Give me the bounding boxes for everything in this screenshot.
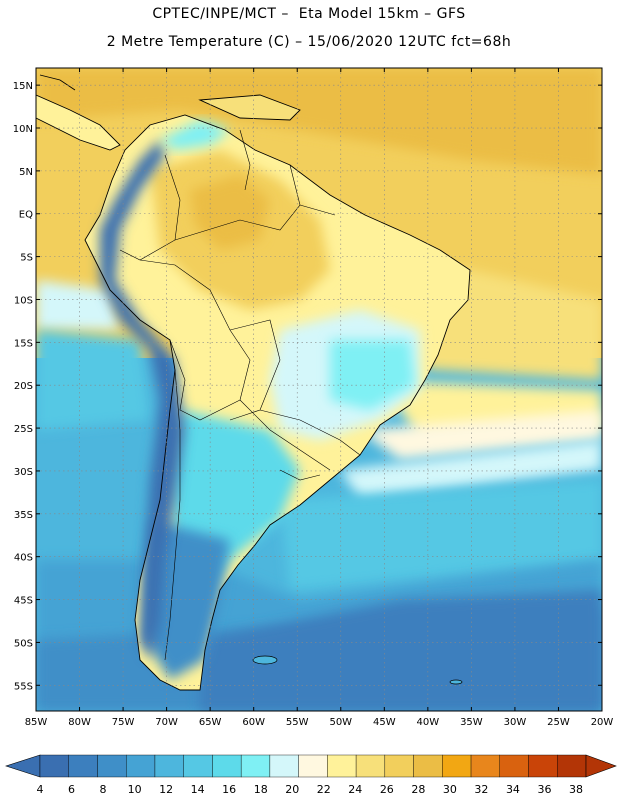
map-frame xyxy=(35,67,603,712)
coastlines xyxy=(36,74,471,691)
colorbar-label: 22 xyxy=(317,783,331,796)
colorbar-label: 26 xyxy=(380,783,394,796)
lat-tick-label: 30S xyxy=(14,467,33,478)
lon-tick-label: 55W xyxy=(286,717,309,728)
lon-tick-label: 60W xyxy=(242,717,265,728)
colorbar-swatch xyxy=(327,754,357,778)
colorbar-label: 28 xyxy=(411,783,425,796)
colorbar-swatch xyxy=(298,754,328,778)
colorbar-label: 34 xyxy=(506,783,520,796)
colorbar-swatch xyxy=(442,754,472,778)
lon-tick-label: 80W xyxy=(68,717,91,728)
lat-tick-label: 5N xyxy=(19,167,33,178)
lat-tick-label: 15S xyxy=(14,338,33,349)
colorbar-swatch xyxy=(384,754,414,778)
colorbar-label: 4 xyxy=(37,783,44,796)
colorbar-max-arrow xyxy=(585,754,617,778)
map-title: CPTEC/INPE/MCT – Eta Model 15km – GFS xyxy=(152,6,466,22)
colorbar-label: 16 xyxy=(222,783,236,796)
colorbar-label: 20 xyxy=(285,783,299,796)
lon-tick-label: 40W xyxy=(417,717,440,728)
colorbar-swatch xyxy=(557,754,587,778)
lat-tick-label: EQ xyxy=(19,210,33,221)
colorbar-swatch xyxy=(183,754,213,778)
colorbar-swatch xyxy=(154,754,184,778)
colorbar-label: 6 xyxy=(68,783,75,796)
lat-tick-label: 35S xyxy=(14,510,33,521)
lat-tick-label: 55S xyxy=(14,681,33,692)
lat-tick-label: 40S xyxy=(14,553,33,564)
colorbar-swatch xyxy=(355,754,386,778)
lat-tick-label: 5S xyxy=(20,253,33,264)
colorbar-swatch xyxy=(240,754,271,778)
colorbar-label: 30 xyxy=(443,783,457,796)
colorbar-min-arrow xyxy=(5,754,41,778)
map-subtitle: 2 Metre Temperature (C) – 15/06/2020 12U… xyxy=(106,34,512,50)
lat-tick-label: 10S xyxy=(14,295,33,306)
lon-tick-label: 70W xyxy=(155,717,178,728)
colorbar-label: 38 xyxy=(569,783,583,796)
colorbar: 4 6 8 10 12 14 16 18 20 22 24 26 28 30 32 34 36 38 xyxy=(5,754,617,796)
lon-tick-label: 20W xyxy=(591,717,614,728)
colorbar-swatch xyxy=(39,754,69,778)
lon-tick-label: 65W xyxy=(199,717,222,728)
colorbar-label: 24 xyxy=(348,783,362,796)
latitude-ticks: 15N 10N 5N EQ 5S 10S 15S 20S 25S 30S 35S 40S 45S 50S 5… xyxy=(13,81,602,692)
lon-tick-label: 30W xyxy=(504,717,527,728)
colorbar-swatch xyxy=(528,754,558,778)
colorbar-label: 36 xyxy=(537,783,551,796)
colorbar-label: 18 xyxy=(254,783,268,796)
colorbar-swatch xyxy=(68,754,98,778)
colorbar-swatch xyxy=(212,754,242,778)
colorbar-label: 14 xyxy=(191,783,205,796)
country-borders xyxy=(119,129,361,661)
lat-tick-label: 45S xyxy=(14,596,33,607)
longitude-ticks: 85W 80W 75W 70W 65W 60W 55W 50W 45W 40W 35W 30W 25W 2… xyxy=(25,68,614,728)
lat-tick-label: 50S xyxy=(14,638,33,649)
lon-tick-label: 75W xyxy=(112,717,135,728)
colorbar-label: 10 xyxy=(128,783,142,796)
colorbar-swatch xyxy=(126,754,156,778)
colorbar-swatch xyxy=(499,754,529,778)
colorbar-label: 12 xyxy=(159,783,173,796)
colorbar-label: 32 xyxy=(474,783,488,796)
lat-tick-label: 20S xyxy=(14,381,33,392)
lon-tick-label: 85W xyxy=(25,717,48,728)
colorbar-swatch xyxy=(97,754,127,778)
lon-tick-label: 50W xyxy=(329,717,352,728)
colorbar-swatch xyxy=(269,754,299,778)
temperature-field xyxy=(36,68,602,711)
lat-tick-label: 15N xyxy=(13,81,33,92)
colorbar-swatch xyxy=(470,754,500,778)
lon-tick-label: 45W xyxy=(373,717,396,728)
colorbar-label: 8 xyxy=(100,783,107,796)
lon-tick-label: 25W xyxy=(547,717,570,728)
colorbar-swatch xyxy=(413,754,443,778)
lat-tick-label: 25S xyxy=(14,424,33,435)
lon-tick-label: 35W xyxy=(460,717,483,728)
lat-tick-label: 10N xyxy=(13,124,33,135)
